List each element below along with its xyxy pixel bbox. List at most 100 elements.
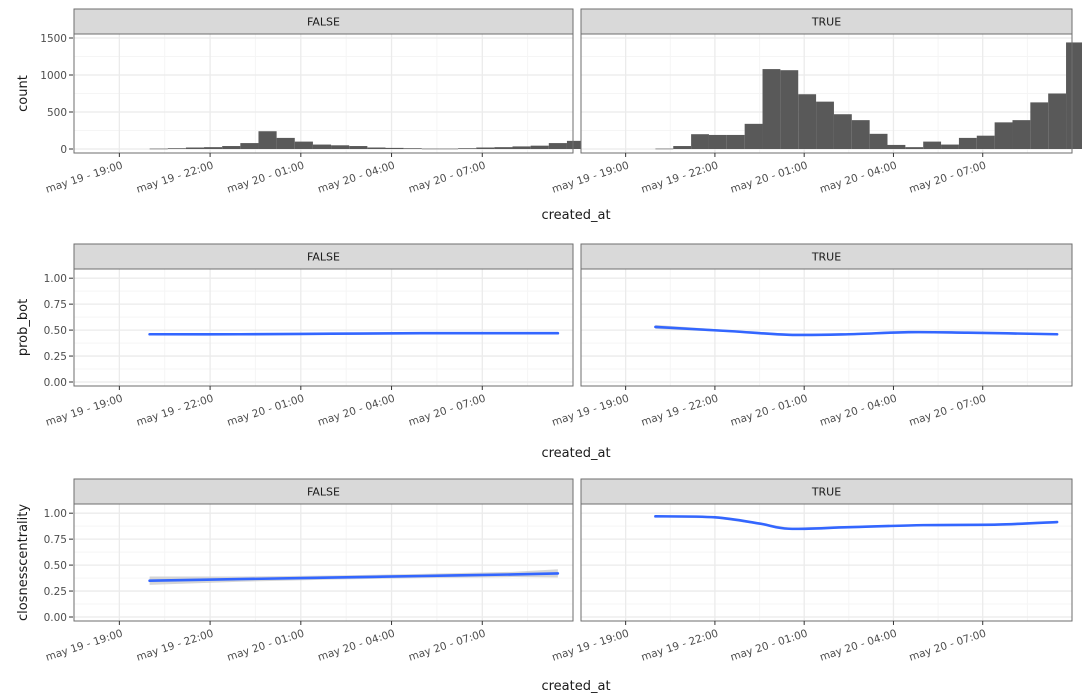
x-tick-label: may 20 - 01:00 bbox=[226, 627, 306, 663]
y-tick-label: 0.25 bbox=[44, 351, 67, 363]
y-tick-label: 0.25 bbox=[44, 586, 67, 598]
smooth-line bbox=[654, 325, 1059, 337]
y-axis-title: closnesscentrality bbox=[16, 504, 31, 621]
panel-border bbox=[580, 503, 1073, 622]
histogram-bar bbox=[1012, 120, 1031, 149]
histogram-bar bbox=[851, 120, 870, 149]
x-tick-label: may 20 - 04:00 bbox=[818, 392, 898, 428]
histogram-bar bbox=[258, 131, 277, 149]
histogram-bar bbox=[403, 148, 422, 149]
histogram-bar bbox=[691, 134, 709, 149]
x-tick-label: may 20 - 07:00 bbox=[908, 392, 988, 428]
x-tick-label: may 20 - 04:00 bbox=[316, 159, 396, 195]
histogram-bar bbox=[204, 147, 223, 149]
histogram-bar bbox=[780, 70, 799, 149]
histogram-bar bbox=[349, 146, 368, 149]
histogram-bar bbox=[548, 143, 567, 149]
smooth-line bbox=[654, 515, 1059, 531]
panel-border bbox=[73, 503, 574, 622]
histogram-bar bbox=[744, 123, 763, 149]
histogram-bar bbox=[294, 141, 313, 149]
panel-border bbox=[580, 33, 1073, 154]
y-tick-label: 0.50 bbox=[44, 325, 67, 337]
facet-strip-label: TRUE bbox=[811, 486, 841, 499]
histogram-bar bbox=[312, 144, 332, 149]
x-tick-label: may 19 - 22:00 bbox=[640, 159, 720, 195]
x-tick-label: may 20 - 04:00 bbox=[818, 159, 898, 195]
x-tick-label: may 19 - 19:00 bbox=[550, 159, 630, 195]
facet-strip-label: TRUE bbox=[811, 16, 841, 29]
x-tick-label: may 19 - 22:00 bbox=[640, 627, 720, 663]
x-tick-label: may 20 - 07:00 bbox=[908, 627, 988, 663]
histogram-bar bbox=[816, 101, 834, 149]
x-tick-label: may 20 - 07:00 bbox=[908, 159, 988, 195]
y-tick-label: 0.50 bbox=[44, 560, 67, 572]
x-tick-label: may 20 - 04:00 bbox=[316, 392, 396, 428]
facet-strip-label: FALSE bbox=[307, 486, 340, 499]
x-tick-label: may 19 - 19:00 bbox=[550, 392, 630, 428]
panel-false: FALSE may 19 - 19:00 may 19 - 22:00 may 20 … bbox=[44, 243, 574, 429]
panel-background bbox=[74, 504, 573, 621]
y-tick-label: 0.00 bbox=[44, 612, 67, 624]
y-tick-label: 1.00 bbox=[44, 508, 67, 520]
x-axis-title: created_at bbox=[541, 208, 610, 223]
facet-strip bbox=[580, 478, 1073, 505]
histogram-bar bbox=[941, 144, 959, 149]
x-tick-label: may 19 - 22:00 bbox=[640, 392, 720, 428]
x-tick-label: may 20 - 07:00 bbox=[407, 159, 487, 195]
facet-strip bbox=[580, 8, 1073, 35]
x-tick-label: may 19 - 19:00 bbox=[44, 392, 124, 428]
histogram-bar bbox=[167, 148, 186, 149]
histogram-bar bbox=[994, 122, 1013, 149]
facet-strip bbox=[73, 8, 574, 35]
y-axis-title: count bbox=[16, 75, 31, 112]
histogram-bar bbox=[530, 145, 549, 149]
x-tick-label: may 19 - 22:00 bbox=[135, 159, 215, 195]
histogram-bar bbox=[655, 148, 674, 150]
histogram-bar bbox=[887, 144, 906, 149]
histogram-bar bbox=[512, 146, 531, 149]
y-tick-label: 500 bbox=[47, 107, 67, 119]
chart-row-2: closnesscentrality 0.000.250.500.751.00FA… bbox=[16, 478, 1073, 694]
y-tick-label: 1000 bbox=[40, 70, 67, 82]
chart-row-1: prob_bot 0.00 0.25 0.50 0.75 1.00 FALSE may 19 … bbox=[16, 243, 1073, 461]
x-tick-label: may 20 - 01:00 bbox=[226, 159, 306, 195]
histogram-bar bbox=[708, 134, 727, 149]
x-tick-label: may 20 - 01:00 bbox=[729, 159, 809, 195]
x-tick-label: may 20 - 01:00 bbox=[729, 627, 809, 663]
panel-border bbox=[73, 33, 574, 154]
histogram-bar bbox=[833, 114, 852, 149]
x-tick-label: may 20 - 01:00 bbox=[729, 392, 809, 428]
x-tick-label: may 20 - 04:00 bbox=[818, 627, 898, 663]
histogram-bar bbox=[458, 148, 477, 149]
facet-strip bbox=[73, 478, 574, 505]
chart-row-0: count 0 500 1000 1500 FALSE may 19 - 19:00 may … bbox=[16, 8, 1082, 223]
facet-strip-label: FALSE bbox=[307, 251, 340, 264]
x-tick-label: may 20 - 07:00 bbox=[407, 627, 487, 663]
x-tick-label: may 20 - 04:00 bbox=[316, 627, 396, 663]
panel-border bbox=[580, 268, 1073, 387]
y-tick-label: 1.00 bbox=[44, 273, 67, 285]
smooth-line bbox=[148, 572, 560, 582]
x-tick-label: may 19 - 19:00 bbox=[44, 627, 124, 663]
histogram-bar bbox=[149, 148, 168, 150]
histogram-bar bbox=[476, 147, 495, 149]
histogram-bar bbox=[958, 137, 977, 149]
histogram-bar bbox=[222, 146, 241, 149]
x-axis-title: created_at bbox=[541, 446, 610, 461]
histogram-bar bbox=[976, 135, 995, 149]
panel-background bbox=[581, 504, 1072, 621]
panel-false: FALSE may 19 - 19:00 may 19 - 22:00 may 20 … bbox=[44, 8, 640, 196]
y-tick-label: 0.00 bbox=[44, 377, 67, 389]
histogram-bar bbox=[240, 143, 259, 149]
histogram-bar bbox=[566, 140, 586, 149]
x-tick-label: may 19 - 19:00 bbox=[550, 627, 630, 663]
y-axis-title: prob_bot bbox=[16, 299, 31, 356]
histogram-bar bbox=[331, 145, 350, 149]
histogram-bar bbox=[1048, 93, 1067, 149]
x-tick-label: may 19 - 19:00 bbox=[44, 159, 124, 195]
